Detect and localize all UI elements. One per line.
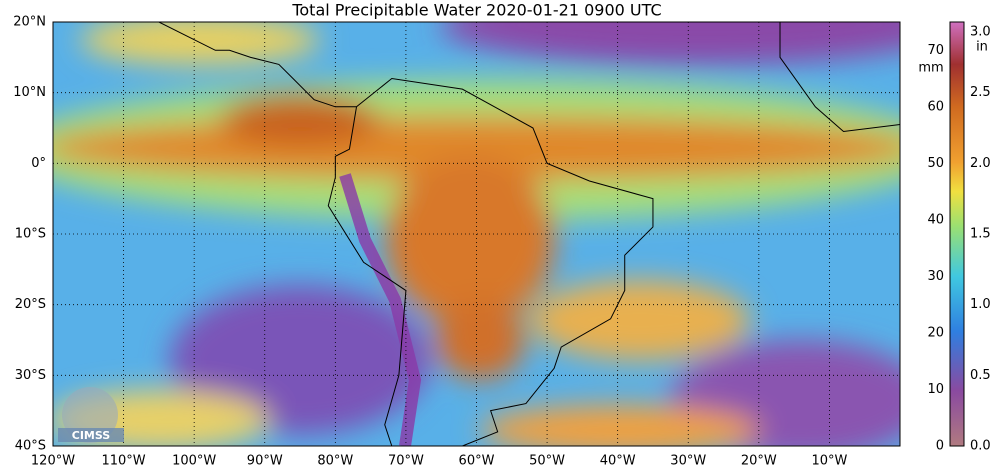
colorbar-mm-label: 70	[927, 43, 944, 58]
x-tick-label: 100°W	[172, 454, 216, 469]
x-tick-label: 30°W	[670, 454, 706, 469]
x-tick-label: 50°W	[529, 454, 565, 469]
x-tick-label: 120°W	[31, 454, 75, 469]
colorbar-mm-unit: mm	[918, 61, 943, 76]
colorbar-mm-label: 20	[927, 325, 944, 340]
colorbar-in-label: 1.0	[970, 297, 991, 312]
tpw-field	[53, 22, 900, 446]
colorbar-in-label: 3.0	[970, 25, 991, 40]
y-tick-label: 30°S	[15, 368, 46, 383]
x-tick-label: 70°W	[388, 454, 424, 469]
y-tick-label: 40°S	[15, 439, 46, 454]
colorbar-mm-label: 50	[927, 156, 944, 171]
x-tick-label: 90°W	[247, 454, 283, 469]
colorbar-in-label: 2.0	[970, 156, 991, 171]
coastline	[158, 22, 900, 446]
y-tick-label: 10°S	[15, 227, 46, 242]
colorbar-mm-label: 10	[927, 382, 944, 397]
x-tick-label: 20°W	[741, 454, 777, 469]
colorbar-mm-label: 30	[927, 269, 944, 284]
y-tick-label: 10°N	[13, 85, 46, 100]
x-tick-label: 110°W	[101, 454, 145, 469]
x-tick-label: 40°W	[600, 454, 636, 469]
colorbar-in-label: 2.5	[970, 85, 991, 100]
colorbar-in-label: 0.5	[970, 368, 991, 383]
colorbar-mm-label: 0	[936, 439, 944, 454]
logo: CIMSS	[58, 387, 124, 443]
colorbar-in-unit: in	[976, 40, 988, 55]
colorbar-in-label: 1.5	[970, 227, 991, 242]
y-tick-label: 20°N	[13, 15, 46, 30]
x-tick-label: 60°W	[459, 454, 495, 469]
y-tick-label: 0°	[31, 156, 46, 171]
x-tick-label: 80°W	[317, 454, 353, 469]
y-tick-label: 20°S	[15, 297, 46, 312]
colorbar-mm-label: 60	[927, 99, 944, 114]
colorbar-in-label: 0.0	[970, 439, 991, 454]
colorbar	[949, 21, 965, 447]
logo-text: CIMSS	[72, 429, 111, 442]
title: Total Precipitable Water 2020-01-21 0900…	[291, 1, 661, 20]
colorbar-mm-label: 40	[927, 212, 944, 227]
map-frame	[52, 21, 901, 447]
x-tick-label: 10°W	[811, 454, 847, 469]
